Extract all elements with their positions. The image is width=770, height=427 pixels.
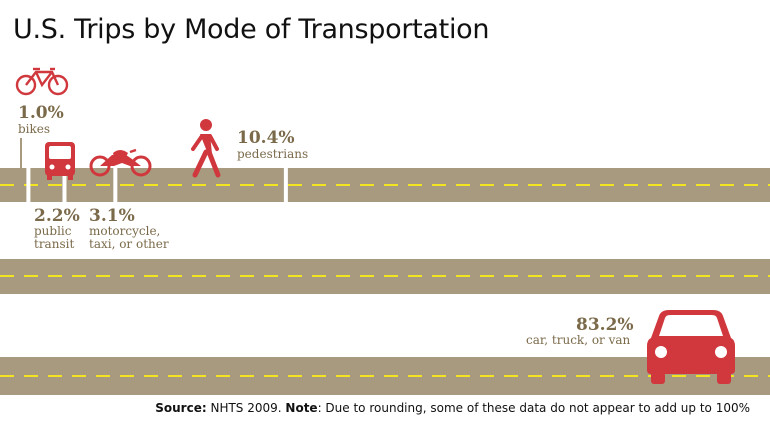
value-label-motorcycle: 3.1% xyxy=(89,207,135,225)
source-label: Source: xyxy=(155,401,206,415)
category-label-car: car, truck, or van xyxy=(526,334,630,347)
bar-boundary-4 xyxy=(284,166,288,204)
pedestrian-icon xyxy=(193,119,218,175)
source-text: NHTS 2009. xyxy=(207,401,286,415)
note-text: : Due to rounding, some of these data do… xyxy=(318,401,750,415)
bicycle-icon xyxy=(17,69,67,94)
bar-boundary-3 xyxy=(113,166,117,204)
value-label-pedestrians: 10.4% xyxy=(237,129,295,147)
value-label-public-transit: 2.2% xyxy=(34,207,80,225)
category-label-motorcycle-2: taxi, or other xyxy=(89,238,169,251)
value-label-bikes: 1.0% xyxy=(18,104,64,122)
category-label-pedestrians: pedestrians xyxy=(237,148,308,161)
bar-boundary-1 xyxy=(26,166,30,204)
category-label-public-transit-2: transit xyxy=(34,238,74,251)
car-icon xyxy=(647,310,735,384)
value-label-car: 83.2% xyxy=(576,316,634,334)
note-label: Note xyxy=(285,401,317,415)
bus-icon xyxy=(45,142,75,180)
source-note: Source: NHTS 2009. Note: Due to rounding… xyxy=(155,401,750,415)
category-label-bikes: bikes xyxy=(18,123,50,136)
